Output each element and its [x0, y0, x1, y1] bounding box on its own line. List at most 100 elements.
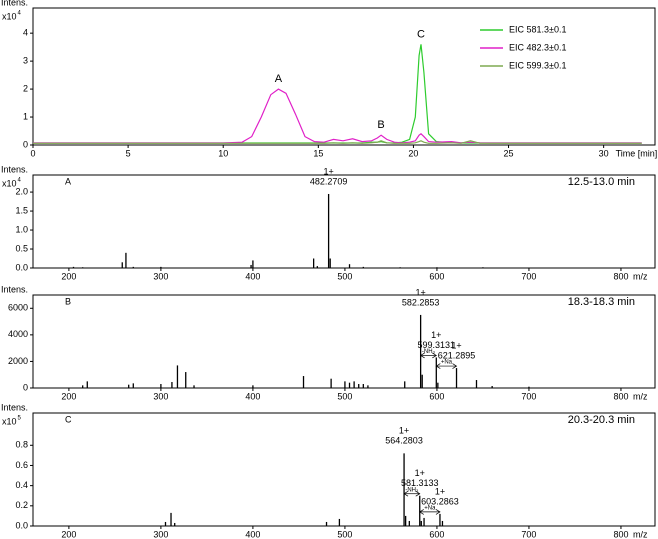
eic-line [33, 140, 642, 144]
y-tick-label: 3 [23, 55, 28, 65]
panel-label: B [65, 296, 71, 306]
y-tick-label: 4 [23, 28, 28, 38]
peak-mz: 564.2803 [385, 436, 423, 446]
arrow-head [419, 352, 437, 359]
y-tick-label: 0 [23, 382, 28, 392]
time-range: 20.3-20.3 min [568, 414, 635, 426]
y-axis-label: Intens. [1, 0, 28, 7]
x-axis-label: m/z [633, 271, 648, 281]
y-tick-label: 0.4 [15, 480, 28, 490]
y-exponent: 5 [18, 416, 22, 422]
gap-label: +Na [441, 360, 453, 366]
x-axis-label: m/z [633, 391, 648, 401]
x-tick-label: 300 [153, 529, 168, 539]
peak-charge: 1+ [399, 426, 409, 436]
x-tick-label: 600 [429, 271, 444, 281]
x-tick-label: 200 [61, 271, 76, 281]
x-tick-label: 600 [429, 391, 444, 401]
x-tick-label: 400 [245, 391, 260, 401]
y-multiplier: x10 [2, 178, 17, 188]
peak-annotation: C [417, 28, 425, 40]
peak-mz: 582.2853 [402, 297, 440, 307]
y-tick-label: 0 [23, 139, 28, 149]
x-tick-label: 200 [61, 391, 76, 401]
x-tick-label: 600 [429, 529, 444, 539]
y-tick-label: 2000 [8, 356, 28, 366]
y-tick-label: 1 [23, 111, 28, 121]
x-tick-label: 200 [61, 529, 76, 539]
panel-label: C [65, 414, 72, 424]
peak-mz: 581.3133 [401, 478, 439, 488]
y-tick-label: 2 [23, 83, 28, 93]
gap-label: +Na [424, 505, 436, 511]
y-tick-label: 0.0 [15, 520, 28, 530]
peak-mz: 603.2863 [421, 496, 459, 506]
x-tick-label: 5 [126, 148, 131, 158]
y-tick-label: 0.8 [15, 440, 28, 450]
x-tick-label: 400 [245, 529, 260, 539]
x-tick-label: 500 [337, 271, 352, 281]
eic-line [33, 44, 642, 144]
x-tick-label: 10 [218, 148, 228, 158]
peak-charge: 1+ [431, 330, 441, 340]
plot-frame [32, 7, 656, 146]
peak-mz: 621.2895 [438, 350, 476, 360]
plot-frame [32, 294, 656, 389]
x-tick-label: 20 [408, 148, 418, 158]
y-tick-label: 0.5 [15, 243, 28, 253]
x-tick-label: 30 [599, 148, 609, 158]
x-tick-label: 0 [30, 148, 35, 158]
y-tick-label: 6000 [8, 303, 28, 313]
y-exponent: 4 [18, 178, 22, 184]
x-tick-label: 25 [504, 148, 514, 158]
peak-charge: 1+ [323, 166, 333, 176]
gap-label: -NH₃ [405, 487, 419, 493]
x-tick-label: 300 [153, 271, 168, 281]
y-tick-label: 1.5 [15, 205, 28, 215]
y-multiplier: x10 [2, 416, 17, 426]
x-tick-label: 800 [613, 391, 628, 401]
peak-charge: 1+ [451, 340, 461, 350]
legend-label: EIC 581.3±0.1 [509, 24, 566, 34]
y-exponent: 4 [18, 11, 22, 17]
x-tick-label: 800 [613, 529, 628, 539]
x-axis-label: m/z [633, 529, 648, 539]
peak-mz: 599.3131 [418, 340, 456, 350]
legend-label: EIC 599.3±0.1 [509, 60, 566, 70]
x-tick-label: 500 [337, 391, 352, 401]
panel-label: A [65, 176, 71, 186]
peak-charge: 1+ [415, 468, 425, 478]
x-tick-label: 500 [337, 529, 352, 539]
y-multiplier: x10 [2, 11, 17, 21]
peak-annotation: A [275, 73, 283, 85]
y-tick-label: 4000 [8, 329, 28, 339]
x-tick-label: 300 [153, 391, 168, 401]
plot-frame [32, 174, 656, 269]
x-tick-label: 400 [245, 271, 260, 281]
time-range: 18.3-18.3 min [568, 296, 635, 308]
x-tick-label: 15 [313, 148, 323, 158]
arrow-head [435, 363, 458, 369]
plot-frame [32, 412, 656, 527]
peak-charge: 1+ [435, 486, 445, 496]
y-tick-label: 0.6 [15, 460, 28, 470]
y-axis-label: Intens. [1, 284, 28, 294]
time-range: 12.5-13.0 min [568, 176, 635, 188]
arrow-head [403, 490, 421, 497]
legend-label: EIC 482.3±0.1 [509, 42, 566, 52]
x-tick-label: 700 [521, 529, 536, 539]
gap-label: -NH₃ [422, 349, 436, 355]
x-tick-label: 700 [521, 391, 536, 401]
peak-mz: 482.2709 [310, 176, 348, 186]
eic-line [33, 88, 642, 144]
y-tick-label: 0.0 [15, 262, 28, 272]
y-axis-label: Intens. [1, 164, 28, 174]
x-axis-label: Time [min] [616, 148, 658, 158]
y-tick-label: 1.0 [15, 224, 28, 234]
peak-charge: 1+ [415, 287, 425, 297]
arrow-head [419, 509, 441, 515]
y-axis-label: Intens. [1, 402, 28, 412]
peak-annotation: B [377, 119, 384, 131]
x-tick-label: 800 [613, 271, 628, 281]
y-tick-label: 2.0 [15, 186, 28, 196]
